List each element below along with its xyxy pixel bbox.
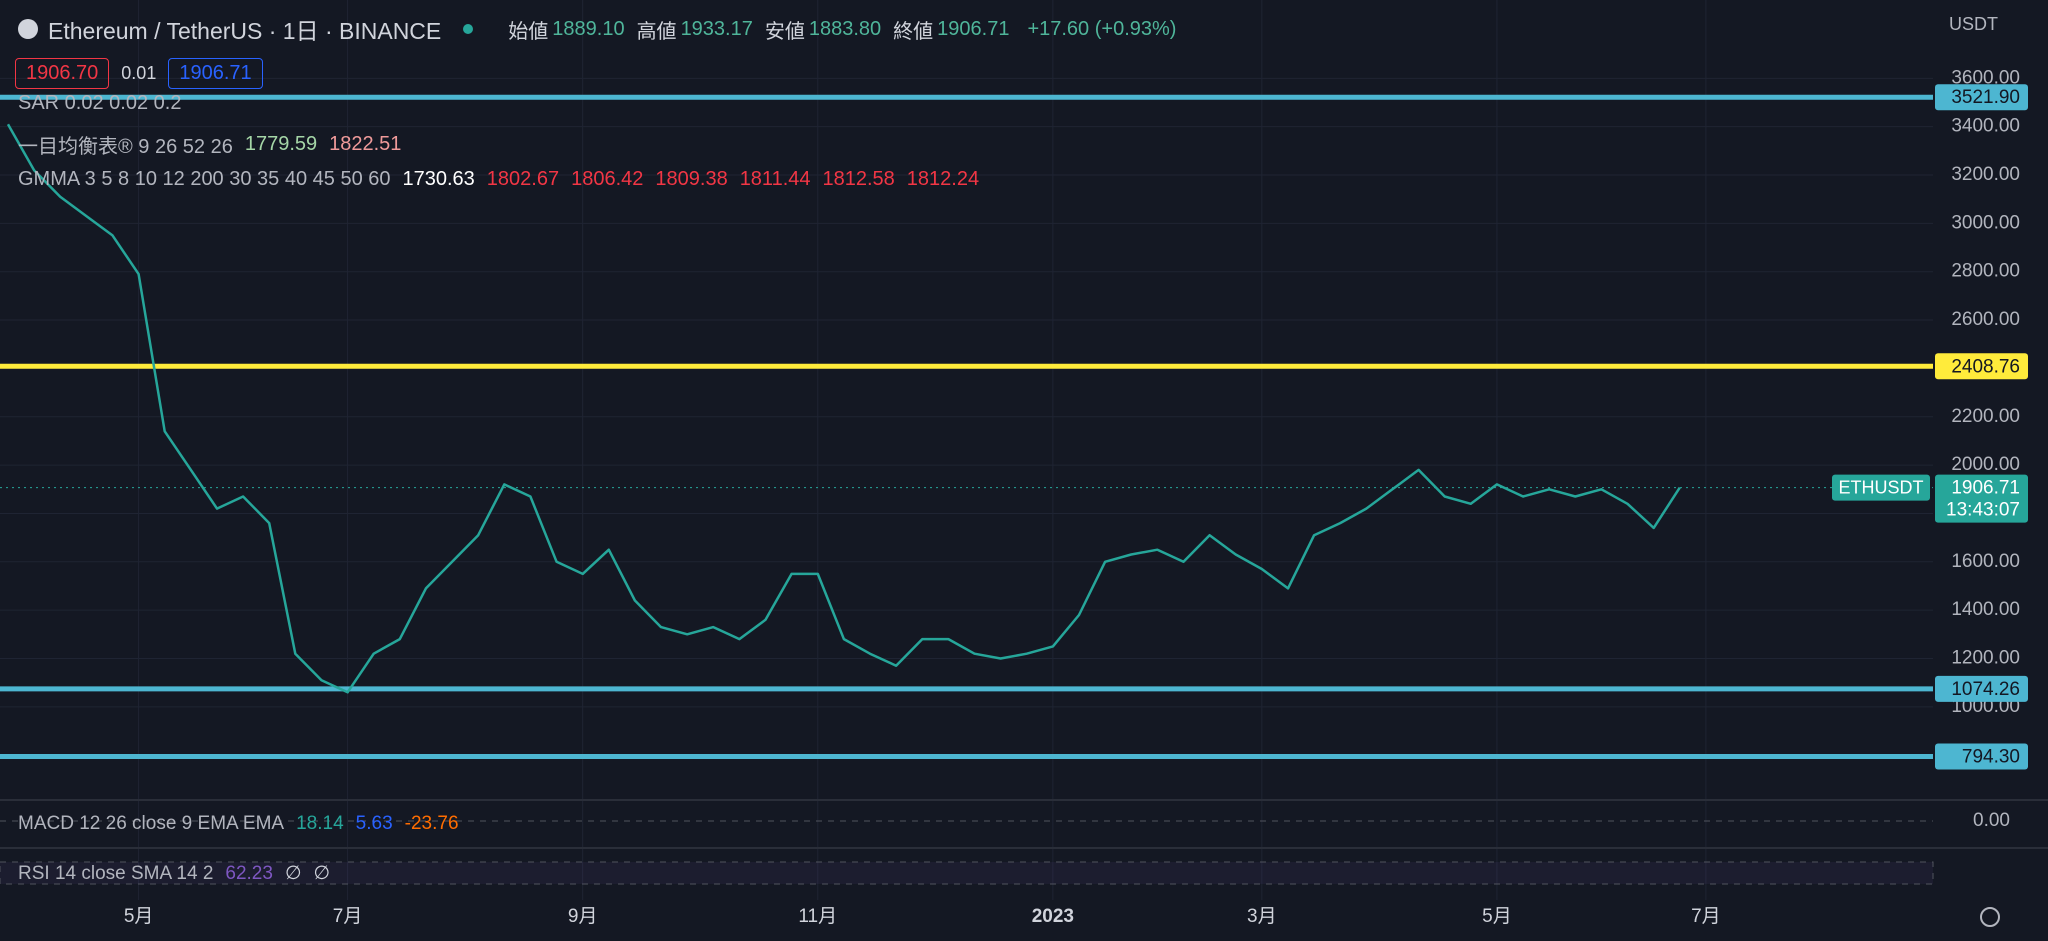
- level-tag: [1935, 743, 2028, 770]
- indicator: SAR 0.02 0.02 0.2: [18, 92, 181, 115]
- indicator-value: 1809.38: [655, 168, 728, 190]
- indicator-value: 1779.59: [244, 133, 318, 155]
- indicator: GMMA 3 5 8 10 12 200 30 35 40 45 50 60 17…: [18, 168, 979, 191]
- indicator-value: 1806.42: [571, 168, 644, 190]
- x-tick-label: 3月: [1247, 906, 1277, 927]
- change: +17.60 (+0.93%): [1027, 17, 1177, 40]
- x-tick-label: 5月: [1482, 906, 1512, 927]
- level-label: 2408.76: [1951, 356, 2020, 377]
- currency: USDT: [1949, 14, 1998, 34]
- last-price-tag: [1935, 474, 2028, 523]
- y-tick-label: 3600.00: [1951, 67, 2020, 88]
- indicator-name: SAR 0.02 0.02 0.2: [18, 92, 182, 114]
- macd-zero-label: 0.00: [1973, 810, 2010, 831]
- y-tick-label: 2800.00: [1951, 261, 2020, 282]
- status-dot: [463, 24, 474, 34]
- y-tick-label: 3000.00: [1951, 212, 2020, 233]
- indicator-value: 1730.63: [402, 168, 475, 190]
- level-tag: [1935, 353, 2028, 380]
- ohlc-value: 1933.17: [680, 17, 753, 40]
- indicator-value: 1811.44: [739, 168, 811, 190]
- x-tick-label: 7月: [333, 906, 363, 927]
- price-axis-bg: [1933, 0, 2048, 941]
- symbol-label: ETHUSDT: [1839, 477, 1924, 497]
- x-tick-label: 7月: [1691, 906, 1721, 927]
- x-tick-label: 5月: [124, 906, 154, 927]
- settings-icon: [1980, 907, 2000, 927]
- indicator: 一目均衡表® 9 26 52 26 1779.59 1822.51: [18, 130, 401, 159]
- countdown-label: 13:43:07: [1946, 500, 2020, 521]
- ohlc-label: 安値: [764, 20, 805, 43]
- rsi-band: [0, 861, 1934, 885]
- indicator-name: GMMA 3 5 8 10 12 200 30 35 40 45 50 60: [18, 168, 391, 190]
- indicator-value: 1802.67: [486, 168, 560, 190]
- level-label: 3521.90: [1951, 87, 2020, 108]
- y-tick-label: 3200.00: [1951, 164, 2020, 185]
- y-tick-label: 2000.00: [1951, 454, 2020, 475]
- x-tick-label: 11月: [798, 906, 837, 927]
- ohlc-value: 1889.10: [552, 17, 625, 40]
- logo: [18, 19, 38, 39]
- bid-ask: 1906.70 0.01 1906.71: [15, 58, 263, 89]
- ohlc: 始値 1889.10 高値 1933.17 安値 1883.80 終値 1906.71: [508, 15, 1017, 44]
- y-tick-label: 2200.00: [1951, 406, 2020, 427]
- y-tick-label: 1200.00: [1951, 648, 2020, 669]
- price-line: [6, 123, 1681, 694]
- y-tick-label: 1600.00: [1951, 551, 2020, 572]
- y-tick-label: 1400.00: [1951, 599, 2020, 620]
- rsi-value: 62.23: [225, 862, 273, 884]
- symbol-title: Ethereum / TetherUS · 1日 · BINANCE: [48, 18, 442, 44]
- ohlc-label: 始値: [508, 20, 549, 43]
- ohlc-value: 1883.80: [808, 17, 882, 40]
- ask[interactable]: 1906.71: [168, 58, 263, 89]
- y-tick-label: 2600.00: [1951, 309, 2020, 330]
- last-price-label: 1906.71: [1951, 478, 2020, 499]
- macd-value: 18.14: [296, 813, 344, 834]
- level-label: 794.30: [1962, 747, 2020, 768]
- rsi-legend: RSI 14 close SMA 14 2 62.23 ∅ ∅: [18, 862, 330, 885]
- macd-value: -23.76: [404, 813, 459, 834]
- indicator-value: 1822.51: [329, 133, 402, 155]
- x-tick-label: 2023: [1032, 906, 1074, 927]
- level-tag: [1935, 675, 2028, 702]
- macd-legend: MACD 12 26 close 9 EMA EMA 18.14 5.63 -23.7…: [18, 813, 459, 835]
- rsi-name: RSI 14 close SMA 14 2: [18, 862, 214, 884]
- level-tag: [1935, 84, 2028, 111]
- macd-name: MACD 12 26 close 9 EMA EMA: [18, 813, 285, 834]
- rsi-value: ∅: [284, 863, 302, 884]
- macd-value: 5.63: [355, 813, 393, 834]
- rsi-value: ∅: [313, 863, 331, 884]
- bid[interactable]: 1906.70: [15, 58, 110, 89]
- spread: 0.01: [121, 63, 157, 83]
- ohlc-label: 終値: [893, 20, 934, 43]
- indicator-value: 1812.58: [822, 168, 895, 190]
- y-tick-label: 3400.00: [1951, 116, 2020, 137]
- ohlc-label: 高値: [636, 20, 677, 43]
- indicator-value: 1812.24: [906, 168, 980, 190]
- ohlc-value: 1906.71: [937, 17, 1010, 40]
- header: Ethereum / TetherUS · 1日 · BINANCE 始値 1889…: [18, 12, 1176, 46]
- symbol-tag: [1832, 474, 1930, 501]
- level-label: 1074.26: [1951, 679, 2020, 700]
- x-tick-label: 9月: [568, 906, 598, 927]
- indicator-name: 一目均衡表® 9 26 52 26: [18, 136, 233, 158]
